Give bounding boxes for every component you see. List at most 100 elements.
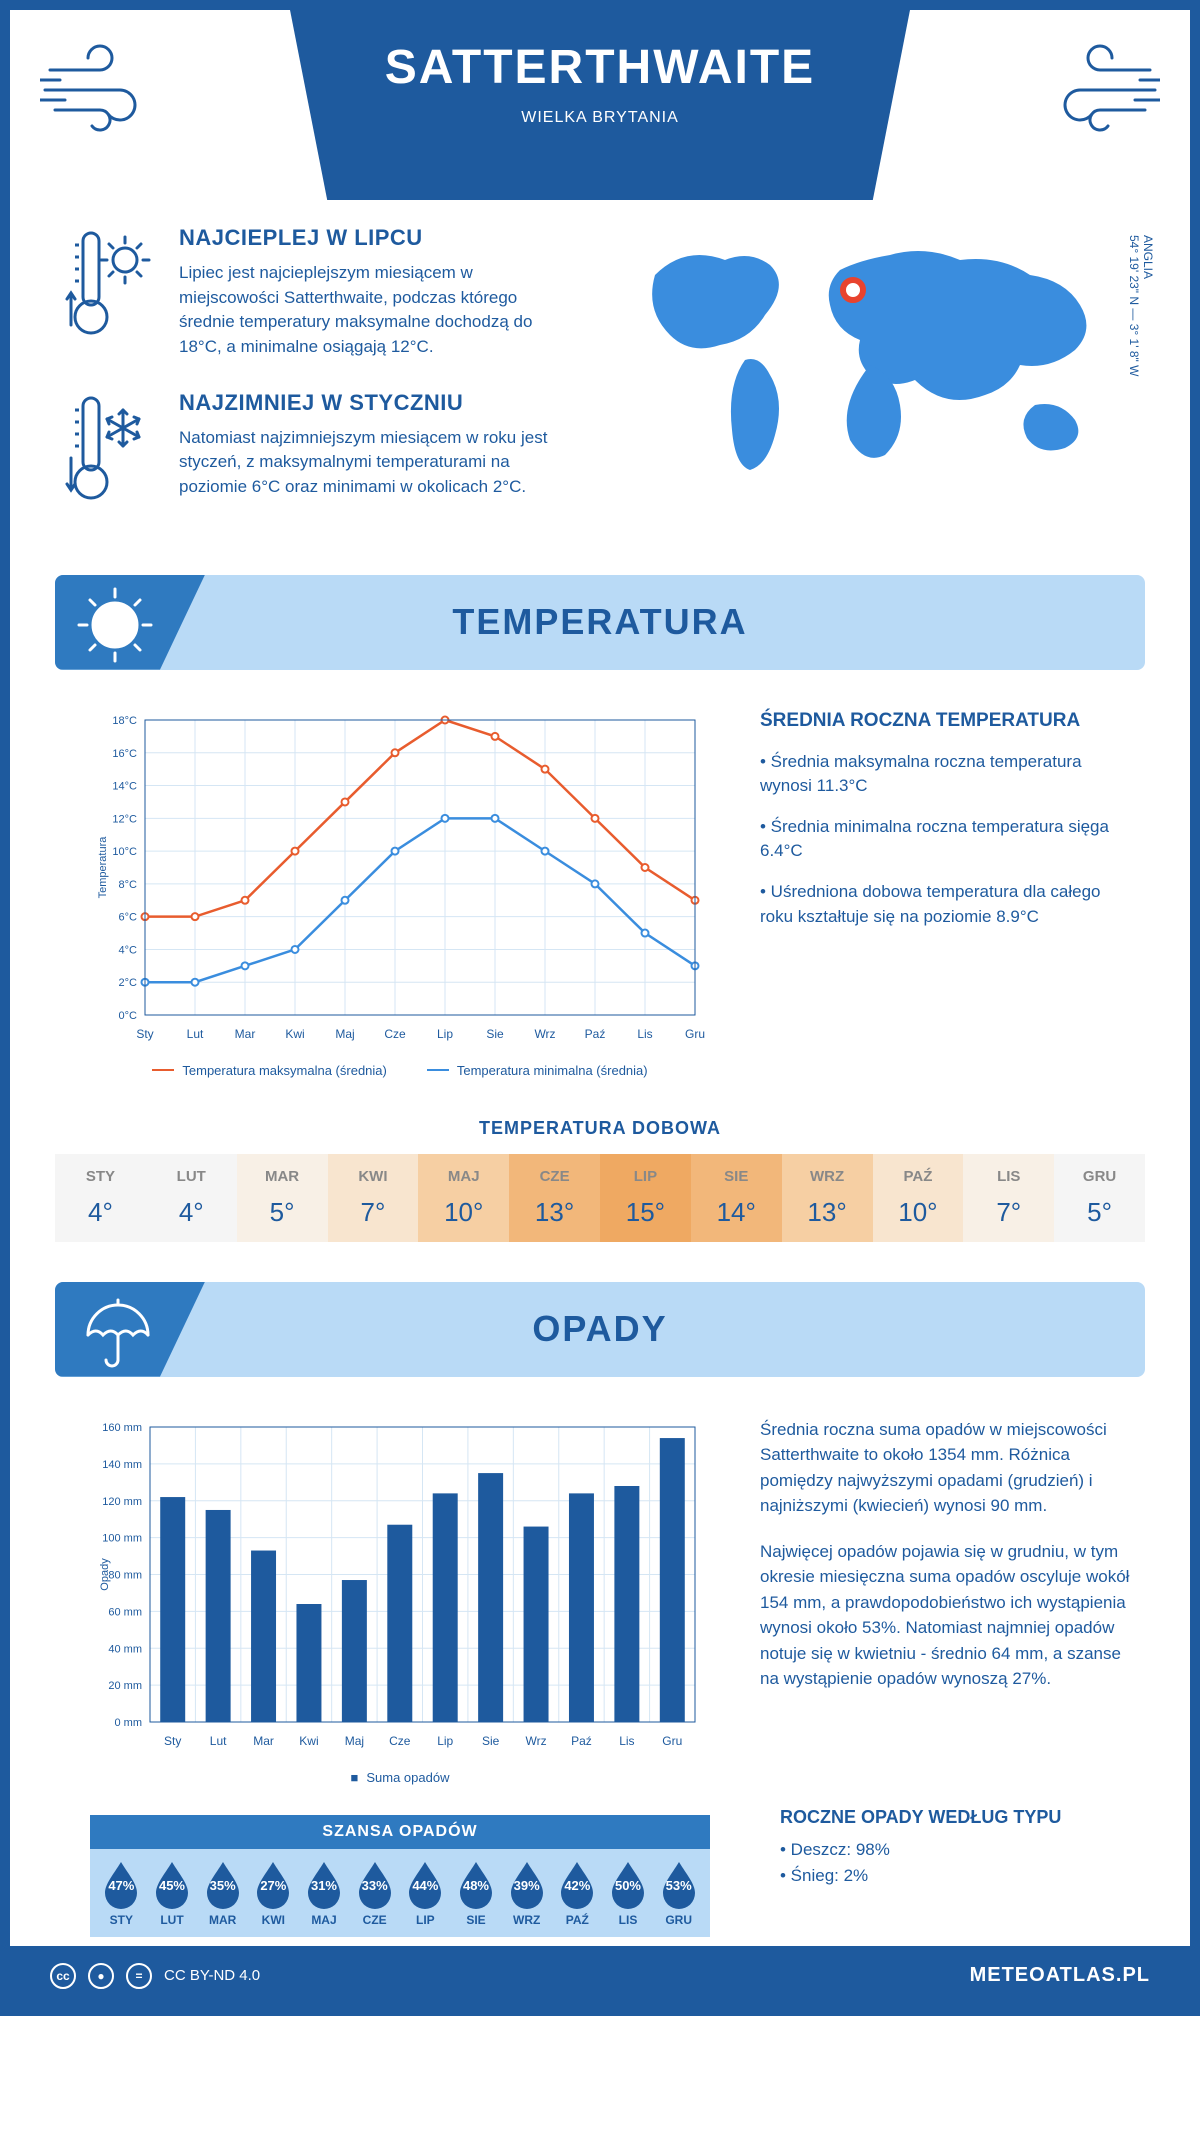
svg-text:Opady: Opady — [99, 1557, 111, 1590]
precip-type-snow: • Śnieg: 2% — [780, 1866, 1190, 1886]
svg-text:6°C: 6°C — [119, 911, 138, 923]
warmest-title: NAJCIEPLEJ W LIPCU — [179, 225, 575, 251]
drop-icon: 39% — [506, 1859, 548, 1909]
daily-cell: LIP15° — [600, 1154, 691, 1242]
intro-text: NAJCIEPLEJ W LIPCU Lipiec jest najcieple… — [65, 225, 575, 545]
svg-text:4°C: 4°C — [119, 944, 138, 956]
svg-text:Paź: Paź — [571, 1734, 592, 1748]
chance-cell: 48% SIE — [451, 1859, 502, 1927]
precipitation-info: Średnia roczna suma opadów w miejscowośc… — [760, 1417, 1135, 1785]
svg-text:18°C: 18°C — [112, 715, 137, 727]
svg-text:Paź: Paź — [585, 1027, 606, 1041]
svg-text:10°C: 10°C — [112, 846, 137, 858]
svg-text:Gru: Gru — [685, 1027, 705, 1041]
chance-cell: 50% LIS — [603, 1859, 654, 1927]
svg-text:Kwi: Kwi — [285, 1027, 304, 1041]
chance-row: 47% STY 45% LUT 35% MAR 27% KWI 31% MAJ — [90, 1849, 710, 1937]
drop-icon: 48% — [455, 1859, 497, 1909]
svg-text:Cze: Cze — [389, 1734, 411, 1748]
temp-info-title: ŚREDNIA ROCZNA TEMPERATURA — [760, 710, 1135, 732]
svg-text:Lut: Lut — [210, 1734, 227, 1748]
svg-text:120 mm: 120 mm — [102, 1495, 142, 1507]
daily-cell: CZE13° — [509, 1154, 600, 1242]
nd-icon: = — [126, 1963, 152, 1989]
svg-text:Wrz: Wrz — [534, 1027, 555, 1041]
drop-icon: 35% — [202, 1859, 244, 1909]
daily-cell: LIS7° — [963, 1154, 1054, 1242]
drop-icon: 50% — [607, 1859, 649, 1909]
svg-text:Lis: Lis — [637, 1027, 652, 1041]
svg-text:Cze: Cze — [384, 1027, 406, 1041]
chance-cell: 47% STY — [96, 1859, 147, 1927]
svg-text:Maj: Maj — [335, 1027, 354, 1041]
chance-cell: 44% LIP — [400, 1859, 451, 1927]
svg-text:100 mm: 100 mm — [102, 1532, 142, 1544]
warmest-text: Lipiec jest najcieplejszym miesiącem w m… — [179, 261, 575, 360]
location-title: SATTERTHWAITE — [310, 40, 890, 95]
svg-text:Lut: Lut — [187, 1027, 204, 1041]
svg-text:Temperatura: Temperatura — [97, 835, 109, 898]
wind-icon-right — [1020, 40, 1160, 140]
svg-text:20 mm: 20 mm — [108, 1680, 142, 1692]
intro-section: NAJCIEPLEJ W LIPCU Lipiec jest najcieple… — [10, 200, 1190, 575]
thermometer-cold-icon — [65, 390, 155, 515]
umbrella-icon — [73, 1290, 158, 1375]
legend-sum: ■ Suma opadów — [351, 1770, 450, 1785]
svg-text:Lip: Lip — [437, 1734, 453, 1748]
wind-icon-left — [40, 40, 180, 140]
svg-text:2°C: 2°C — [119, 977, 138, 989]
temp-info-b3: • Uśredniona dobowa temperatura dla całe… — [760, 880, 1135, 929]
svg-text:80 mm: 80 mm — [108, 1569, 142, 1581]
drop-icon: 42% — [556, 1859, 598, 1909]
drop-icon: 27% — [252, 1859, 294, 1909]
header: SATTERTHWAITE WIELKA BRYTANIA — [10, 10, 1190, 200]
precipitation-section-header: OPADY — [55, 1282, 1145, 1377]
footer-brand: METEOATLAS.PL — [970, 1964, 1150, 1987]
cc-icon: cc — [50, 1963, 76, 1989]
svg-text:8°C: 8°C — [119, 878, 138, 890]
daily-cell: MAR5° — [237, 1154, 328, 1242]
svg-text:Sty: Sty — [164, 1734, 181, 1748]
precip-legend: ■ Suma opadów — [90, 1770, 710, 1785]
world-map: ANGLIA 54° 19' 23" N — 3° 1' 8" W — [615, 225, 1135, 545]
daily-cell: LUT4° — [146, 1154, 237, 1242]
svg-text:60 mm: 60 mm — [108, 1606, 142, 1618]
daily-cell: SIE14° — [691, 1154, 782, 1242]
chance-cell: 35% MAR — [197, 1859, 248, 1927]
legend-max: Temperatura maksymalna (średnia) — [152, 1063, 386, 1078]
drop-icon: 44% — [404, 1859, 446, 1909]
chance-cell: 39% WRZ — [501, 1859, 552, 1927]
warmest-block: NAJCIEPLEJ W LIPCU Lipiec jest najcieple… — [65, 225, 575, 360]
sun-icon — [73, 583, 158, 668]
svg-text:Sie: Sie — [486, 1027, 504, 1041]
precip-type-rain: • Deszcz: 98% — [780, 1840, 1190, 1860]
title-banner: SATTERTHWAITE WIELKA BRYTANIA — [290, 10, 910, 200]
temperature-chart: 0°C2°C4°C6°C8°C10°C12°C14°C16°C18°CStyLu… — [90, 710, 710, 1078]
coords-label: ANGLIA — [1141, 235, 1155, 279]
svg-text:0 mm: 0 mm — [115, 1717, 143, 1729]
coords-value: 54° 19' 23" N — 3° 1' 8" W — [1127, 235, 1141, 376]
drop-icon: 53% — [658, 1859, 700, 1909]
svg-text:12°C: 12°C — [112, 813, 137, 825]
daily-cell: KWI7° — [328, 1154, 419, 1242]
svg-text:Gru: Gru — [662, 1734, 682, 1748]
temperature-title: TEMPERATURA — [452, 601, 747, 643]
temperature-section-header: TEMPERATURA — [55, 575, 1145, 670]
coldest-text: Natomiast najzimniejszym miesiącem w rok… — [179, 426, 575, 500]
daily-cell: GRU5° — [1054, 1154, 1145, 1242]
temperature-info: ŚREDNIA ROCZNA TEMPERATURA • Średnia mak… — [760, 710, 1135, 1078]
chance-cell: 42% PAŹ — [552, 1859, 603, 1927]
precipitation-chance: SZANSA OPADÓW 47% STY 45% LUT 35% MAR 27… — [90, 1815, 710, 1937]
footer-license: cc ● = CC BY-ND 4.0 — [50, 1963, 260, 1989]
temperature-body: 0°C2°C4°C6°C8°C10°C12°C14°C16°C18°CStyLu… — [10, 670, 1190, 1098]
svg-text:Sty: Sty — [136, 1027, 153, 1041]
svg-text:Wrz: Wrz — [525, 1734, 546, 1748]
precip-info-p2: Najwięcej opadów pojawia się w grudniu, … — [760, 1539, 1135, 1692]
coldest-block: NAJZIMNIEJ W STYCZNIU Natomiast najzimni… — [65, 390, 575, 515]
coordinates: ANGLIA 54° 19' 23" N — 3° 1' 8" W — [1127, 235, 1155, 376]
svg-text:Kwi: Kwi — [299, 1734, 318, 1748]
precipitation-title: OPADY — [532, 1308, 667, 1350]
precip-type-title: ROCZNE OPADY WEDŁUG TYPU — [780, 1807, 1190, 1828]
by-icon: ● — [88, 1963, 114, 1989]
precipitation-by-type: ROCZNE OPADY WEDŁUG TYPU • Deszcz: 98% •… — [780, 1807, 1190, 1886]
